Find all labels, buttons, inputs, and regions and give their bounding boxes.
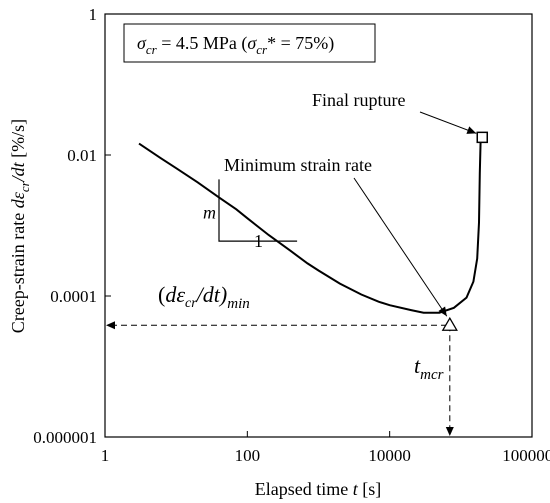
x-tick-label: 100 [235,446,261,465]
min-rate-value-label: (dεcr/dt)min [158,282,250,312]
slope-m-label: m [203,202,216,222]
plot-frame [104,13,533,438]
final-rupture-arrow [419,111,477,134]
x-tick-label: 10000 [368,446,411,465]
condition-label: σcr = 4.5 MPa (σcr* = 75%) [137,33,334,57]
minimum-rate-marker [441,316,458,331]
y-tick-label: 1 [89,5,98,24]
final-rupture-marker [476,131,489,144]
minimum-strain-rate-label: Minimum strain rate [224,155,372,175]
y-axis-ticks: 0.000001 0.0001 0.01 1 [33,5,111,447]
x-tick-label: 1 [101,446,110,465]
slope-triangle [218,179,298,242]
minimum-strain-rate-arrow [353,177,448,317]
tmcr-arrowhead [445,427,454,436]
condition-box [123,23,376,63]
y-tick-label: 0.000001 [33,428,97,447]
slope-one-label: 1 [254,231,263,251]
y-axis-title: Creep-strain rate dεcr/dt [%/s] [8,119,32,333]
x-axis-title: Elapsed time t [s] [255,479,382,499]
minimum-strain-rate-arrowhead [438,306,447,317]
min-rate-arrowhead [106,321,115,330]
tmcr-label: tmcr [414,353,444,383]
y-tick-label: 0.01 [67,146,97,165]
final-rupture-arrowhead [466,126,477,134]
creep-rate-series-line [138,137,482,314]
y-tick-label: 0.0001 [50,287,97,306]
final-rupture-label: Final rupture [312,90,405,110]
